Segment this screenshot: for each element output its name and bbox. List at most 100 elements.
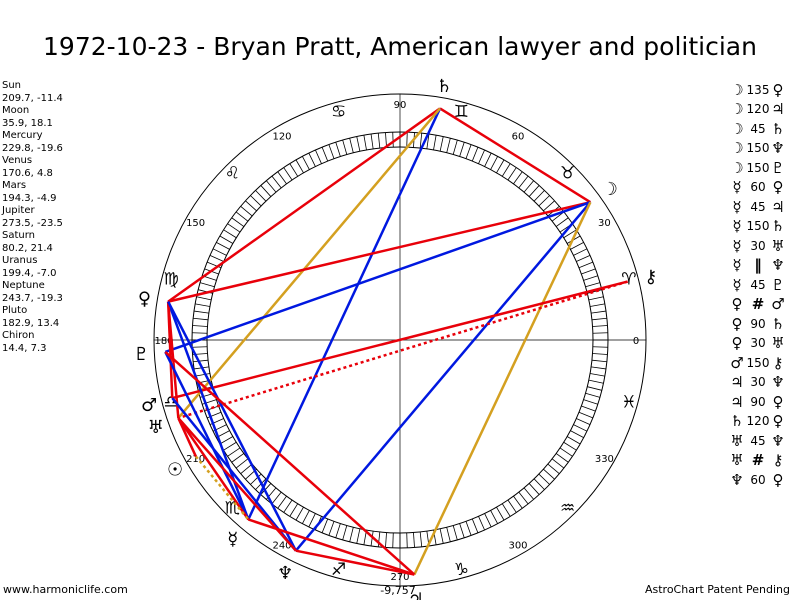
planet-glyph-icon: ☽	[602, 179, 618, 200]
aspect-row: ♃ 30 ♆	[728, 373, 786, 393]
aspect-planet-glyph: ♃	[730, 392, 744, 411]
zodiac-sign-icon: ♉	[560, 163, 575, 183]
planet-name-chiron: Chiron	[2, 330, 35, 341]
degree-tick	[523, 487, 535, 500]
degree-tick	[289, 503, 299, 517]
degree-tick	[551, 458, 565, 469]
degree-tick	[496, 506, 505, 521]
degree-label: 90	[394, 100, 407, 111]
degree-tick	[219, 436, 234, 445]
degree-tick	[377, 531, 381, 547]
degree-label: 0	[633, 336, 639, 347]
degree-tick	[591, 310, 607, 314]
degree-tick	[496, 159, 505, 174]
aspect-planet-glyph: ♇	[771, 275, 785, 294]
aspect-line	[177, 417, 250, 521]
planet-coords-uranus: 199.4, -7.0	[2, 267, 57, 279]
aspect-planet-glyph: ♄	[771, 119, 785, 138]
degree-tick	[216, 241, 230, 250]
aspect-planet-glyph: ♅	[771, 236, 785, 255]
degree-tick	[459, 523, 465, 538]
degree-tick	[484, 152, 492, 167]
planet-glyph-icon: ⚷	[644, 267, 657, 288]
aspect-row: ♀ 30 ♅	[728, 334, 786, 354]
degree-tick	[588, 379, 604, 384]
degree-label: 180	[154, 336, 173, 347]
degree-tick	[199, 282, 215, 288]
degree-tick	[570, 241, 584, 250]
aspect-angle: 150	[746, 160, 770, 175]
aspect-row: ♅ 45 ♆	[728, 431, 786, 451]
aspect-planet-glyph: ☿	[732, 275, 742, 294]
degree-tick	[223, 441, 237, 451]
aspect-planet-glyph: ☽	[730, 139, 744, 158]
degree-tick	[385, 132, 387, 148]
aspect-row: ☿ ‖ ♆	[728, 256, 786, 276]
aspect-line	[171, 280, 628, 400]
aspect-line	[177, 107, 441, 419]
degree-tick	[231, 217, 245, 227]
planet-glyph-icon: ♇	[133, 344, 149, 365]
aspect-angle: 90	[750, 394, 766, 409]
aspect-planet-glyph: ☿	[732, 256, 742, 275]
planet-glyph-icon: ♄	[436, 76, 452, 97]
planet-coords-mercury: 229.8, -19.6	[2, 142, 63, 154]
degree-tick	[377, 133, 381, 149]
aspect-row: ☿ 60 ♀	[728, 178, 786, 198]
aspect-planet-glyph: ♆	[771, 139, 785, 158]
aspect-planet-glyph: ♀	[772, 178, 784, 197]
chart-title: 1972-10-23 - Bryan Pratt, American lawye…	[43, 32, 757, 61]
aspect-planet-glyph: ♅	[730, 451, 744, 470]
planet-coords-jupiter: 273.5, -23.5	[2, 217, 63, 229]
degree-tick	[446, 527, 451, 542]
aspect-angle: 45	[750, 277, 766, 292]
degree-tick	[195, 373, 211, 377]
degree-tick	[576, 418, 591, 425]
planet-name-saturn: Saturn	[2, 230, 36, 241]
aspect-angle: 90	[750, 316, 766, 331]
degree-tick	[321, 146, 329, 162]
aspect-line	[294, 201, 592, 552]
degree-tick	[555, 217, 569, 227]
site-link[interactable]: www.harmoniclife.com	[3, 583, 128, 596]
aspect-angle: ‖	[754, 256, 762, 275]
aspect-row: ☽ 150 ♇	[728, 158, 786, 178]
degree-tick	[573, 248, 588, 256]
patent-notice: AstroChart Patent Pending	[644, 583, 790, 596]
degree-tick	[406, 532, 408, 548]
aspect-row: ♄ 120 ♀	[728, 412, 786, 432]
aspect-row: ♀ 90 ♄	[728, 314, 786, 334]
degree-tick	[301, 510, 310, 524]
aspect-line	[167, 301, 297, 552]
aspect-angle: 120	[746, 414, 770, 429]
degree-tick	[321, 518, 329, 534]
aspect-planet-glyph: ⚷	[772, 353, 784, 372]
degree-tick	[328, 521, 335, 536]
degree-tick	[406, 132, 408, 148]
aspect-angle: 45	[750, 433, 766, 448]
planet-coords-mars: 194.3, -4.9	[2, 192, 57, 204]
planet-name-sun: Sun	[2, 80, 22, 91]
zodiac-sign-icon: ♈	[621, 270, 636, 290]
aspect-line	[439, 107, 592, 204]
aspect-line	[177, 280, 628, 420]
degree-label: 300	[508, 540, 527, 551]
aspect-line	[177, 417, 198, 457]
planet-name-mercury: Mercury	[2, 130, 43, 141]
degree-tick	[250, 195, 262, 207]
aspect-row: ☽ 45 ♄	[728, 119, 786, 139]
degree-tick	[592, 346, 608, 348]
degree-tick	[277, 495, 287, 509]
degree-tick	[283, 499, 293, 513]
aspect-planet-glyph: ♇	[771, 158, 785, 177]
degree-tick	[231, 453, 245, 463]
aspect-planet-glyph: ♀	[731, 295, 743, 314]
degree-tick	[289, 163, 299, 177]
degree-tick	[583, 399, 598, 405]
planet-glyph-icon: ☉	[167, 459, 183, 480]
degree-tick	[223, 229, 237, 239]
degree-tick	[538, 473, 550, 485]
aspect-row: ☿ 45 ♃	[728, 197, 786, 217]
aspect-angle: #	[751, 451, 765, 470]
degree-tick	[193, 310, 209, 314]
